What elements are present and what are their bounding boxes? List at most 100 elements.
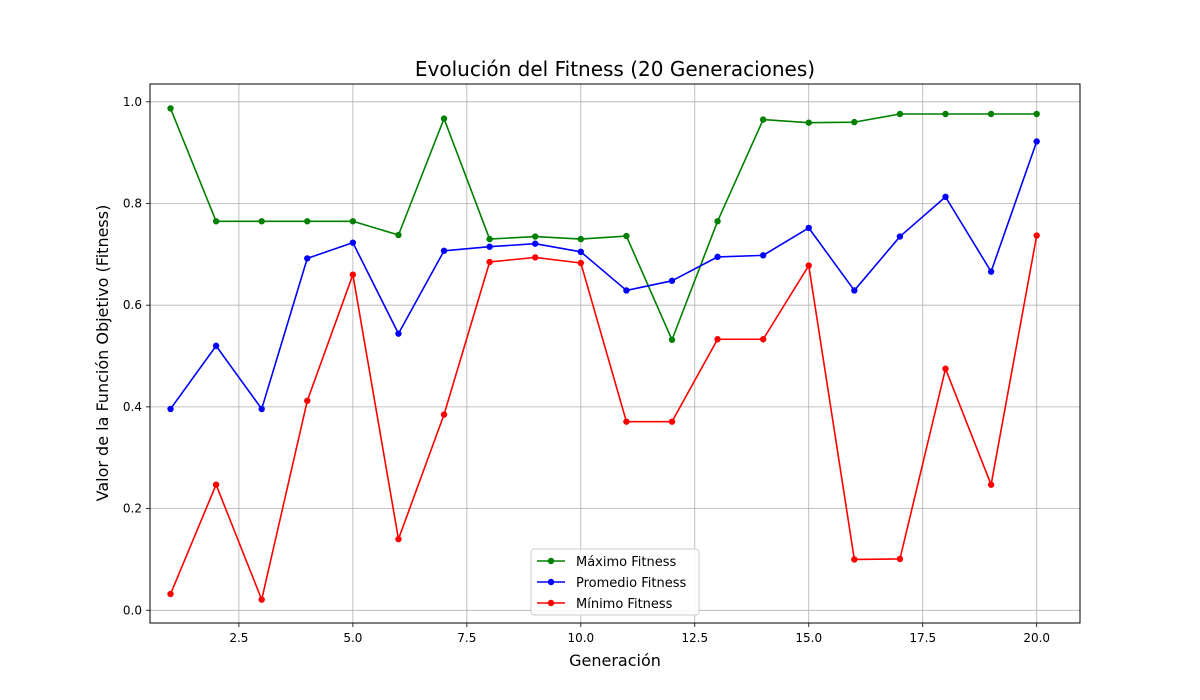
data-point <box>304 397 311 404</box>
data-point <box>668 336 676 343</box>
data-point <box>896 555 904 563</box>
data-point <box>851 287 858 294</box>
data-point <box>212 218 220 225</box>
data-point <box>668 277 676 284</box>
legend-item: Máximo Fitness <box>537 555 676 570</box>
data-point <box>395 330 402 337</box>
y-tick-label: 0.4 <box>123 400 142 414</box>
data-point <box>851 118 858 126</box>
data-point <box>987 110 995 118</box>
series-layer <box>167 105 1040 603</box>
plot-frame <box>149 83 1081 624</box>
data-point <box>486 243 493 250</box>
data-point <box>577 259 585 267</box>
data-point <box>714 336 721 343</box>
data-point <box>896 233 904 240</box>
data-point <box>440 411 448 418</box>
data-point <box>623 232 630 240</box>
data-point <box>304 255 311 262</box>
data-point <box>759 336 767 343</box>
data-point <box>258 405 265 413</box>
series-0 <box>167 105 1040 343</box>
data-point <box>1033 232 1040 239</box>
data-point <box>212 342 220 350</box>
data-point <box>805 119 812 126</box>
legend: Máximo Fitness Promedio Fitness Mínimo Fit… <box>530 548 700 616</box>
data-point <box>942 110 949 118</box>
x-tick-label: 7.5 <box>457 631 476 645</box>
data-point <box>212 481 220 488</box>
legend-marker <box>547 557 555 565</box>
x-axis-ticks: 2.5 5.0 7.5 10.0 12.5 15.0 17.5 20.0 <box>229 623 1050 645</box>
legend-label: Mínimo Fitness <box>576 597 673 612</box>
data-point <box>532 254 539 261</box>
data-point <box>258 218 265 225</box>
data-point <box>486 235 493 243</box>
data-point <box>167 105 174 112</box>
data-point <box>759 252 767 259</box>
x-tick-label: 15.0 <box>795 631 822 645</box>
x-tick-label: 10.0 <box>567 631 594 645</box>
series-line <box>169 108 1037 341</box>
data-point <box>805 224 812 232</box>
grid-lines <box>150 84 1080 623</box>
y-tick-label: 0.2 <box>123 502 142 516</box>
data-point <box>532 233 539 240</box>
data-point <box>942 365 949 372</box>
data-point <box>486 258 493 266</box>
legend-marker <box>547 578 555 586</box>
x-axis-label: Generación <box>569 651 661 670</box>
data-point <box>532 240 539 247</box>
data-point <box>167 405 174 413</box>
legend-label: Máximo Fitness <box>576 555 676 570</box>
data-point <box>395 535 402 543</box>
series-2 <box>167 232 1040 603</box>
data-point <box>577 235 585 243</box>
data-point <box>577 248 585 256</box>
data-point <box>1033 110 1040 118</box>
x-tick-label: 17.5 <box>909 631 936 645</box>
data-point <box>759 116 767 123</box>
data-point <box>805 262 812 269</box>
legend-item: Mínimo Fitness <box>537 597 673 612</box>
data-point <box>440 115 448 122</box>
series-line <box>169 141 1038 410</box>
x-tick-label: 5.0 <box>343 631 362 645</box>
legend-marker <box>547 599 555 607</box>
legend-label: Promedio Fitness <box>576 576 686 591</box>
data-point <box>851 556 858 563</box>
y-tick-label: 0.6 <box>123 298 142 312</box>
data-point <box>896 110 904 118</box>
data-point <box>714 253 721 261</box>
series-line <box>169 235 1038 601</box>
x-tick-label: 20.0 <box>1023 631 1050 645</box>
data-point <box>349 218 357 225</box>
data-point <box>349 239 357 246</box>
data-point <box>623 418 630 425</box>
data-point <box>304 218 311 225</box>
data-point <box>349 271 357 278</box>
data-point <box>440 247 448 254</box>
data-point <box>987 268 995 275</box>
data-point <box>1033 138 1040 145</box>
data-point <box>942 193 949 201</box>
data-point <box>258 596 265 603</box>
data-point <box>623 287 630 294</box>
y-axis-label: Valor de la Función Objetivo (Fitness) <box>93 205 112 502</box>
y-axis-ticks: 0.0 0.2 0.4 0.6 0.8 1.0 <box>123 95 150 617</box>
legend-item: Promedio Fitness <box>537 576 686 591</box>
y-tick-label: 1.0 <box>123 95 142 109</box>
data-point <box>395 231 402 239</box>
legend-box <box>530 548 700 616</box>
data-point <box>987 481 995 488</box>
series-1 <box>167 138 1040 413</box>
data-point <box>668 418 676 425</box>
x-tick-label: 12.5 <box>681 631 708 645</box>
y-tick-label: 0.8 <box>123 196 142 210</box>
data-point <box>714 218 721 225</box>
y-tick-label: 0.0 <box>123 603 142 617</box>
data-point <box>167 590 174 598</box>
chart-title: Evolución del Fitness (20 Generaciones) <box>415 57 815 81</box>
